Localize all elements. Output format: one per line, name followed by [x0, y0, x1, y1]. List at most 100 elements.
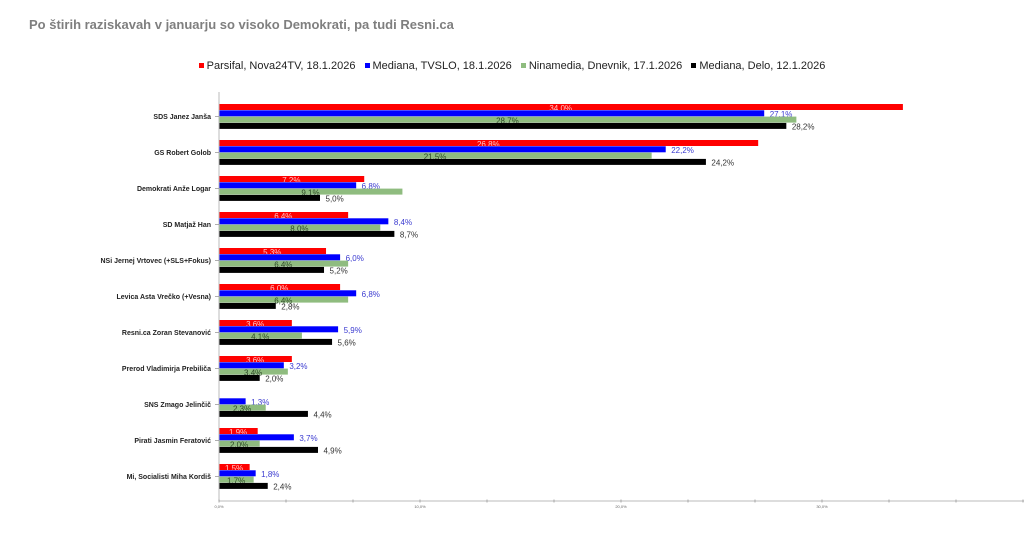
bar [219, 434, 294, 441]
data-label: 8,7% [400, 231, 418, 240]
bar [219, 104, 903, 110]
data-label: 6,0% [270, 284, 288, 293]
x-tick-label: 0,0% [214, 504, 224, 509]
bar [219, 140, 759, 146]
bar [219, 230, 395, 237]
bar [219, 248, 327, 254]
legend-swatch-mediana-delo [691, 63, 697, 68]
bar [219, 374, 260, 381]
x-tick-label: 20,0% [615, 504, 627, 509]
data-label: 27,1% [770, 110, 793, 119]
data-label: 5,0% [326, 195, 344, 204]
data-label: 4,1% [251, 332, 269, 341]
category-label: Mi, Socialisti Miha Kordiš [127, 474, 212, 481]
bar [219, 470, 256, 477]
bar [219, 326, 339, 333]
data-label: 34,0% [549, 104, 572, 113]
data-label: 3,6% [246, 320, 264, 329]
x-tick-label: 10,0% [414, 504, 426, 509]
legend-item-mediana-delo: Mediana, Delo, 12.1.2026 [691, 60, 825, 72]
data-label: 3,6% [246, 356, 264, 365]
category-label: Pirati Jasmin Feratović [134, 438, 211, 445]
data-label: 2,3% [233, 404, 251, 413]
data-label: 1,3% [251, 398, 269, 407]
legend-label-mediana-tvslo: Mediana, TVSLO, 18.1.2026 [372, 60, 512, 72]
data-label: 2,8% [281, 303, 299, 312]
category-label: SDS Janez Janša [153, 114, 211, 121]
bar [219, 146, 666, 153]
category-label: NSi Jernej Vrtovec (+SLS+Fokus) [101, 258, 212, 265]
legend-label-mediana-delo: Mediana, Delo, 12.1.2026 [699, 60, 826, 72]
legend-item-parsifal: Parsifal, Nova24TV, 18.1.2026 [198, 60, 355, 72]
data-label: 5,6% [338, 339, 356, 348]
category-label: Prerod Vladimirja Prebiliča [122, 366, 211, 373]
data-label: 8,4% [394, 218, 412, 227]
data-label: 28,2% [792, 123, 815, 132]
bar [219, 362, 284, 369]
bar [219, 122, 787, 129]
bar [219, 482, 268, 489]
data-label: 5,2% [330, 267, 348, 276]
data-label: 24,2% [711, 159, 734, 168]
category-label: Levica Asta Vrečko (+Vesna) [117, 294, 212, 301]
bar [219, 332, 302, 339]
category-label: Demokrati Anže Logar [137, 186, 211, 193]
bar [219, 404, 266, 411]
bar [219, 440, 260, 447]
bar [219, 224, 381, 231]
x-tick-label: 30,0% [816, 504, 828, 509]
category-label: Resni.ca Zoran Stevanović [122, 330, 211, 337]
bar [219, 296, 349, 303]
data-label: 3,4% [244, 368, 262, 377]
bar [219, 320, 292, 326]
legend-label-ninamedia: Ninamedia, Dnevnik, 17.1.2026 [528, 60, 683, 72]
data-label: 4,4% [313, 411, 331, 420]
category-label: SNS Zmago Jelinčič [144, 402, 211, 409]
data-label: 3,7% [299, 434, 317, 443]
data-label: 6,8% [362, 290, 380, 299]
data-label: 2,4% [273, 483, 291, 492]
bar [219, 410, 308, 417]
chart-title: Po štirih raziskavah v januarju so visok… [29, 17, 454, 32]
bar [219, 188, 403, 195]
data-label: 5,3% [263, 248, 281, 257]
data-label: 21,5% [424, 152, 447, 161]
data-label: 26,8% [477, 140, 500, 149]
legend-swatch-parsifal [198, 63, 204, 68]
bar [219, 260, 349, 267]
bar [219, 428, 258, 434]
bar [219, 302, 276, 309]
legend-swatch-mediana-tvslo [364, 63, 370, 68]
bar [219, 218, 389, 225]
data-label: 5,9% [344, 326, 362, 335]
bar [219, 254, 341, 261]
data-label: 6,8% [362, 182, 380, 191]
data-label: 3,2% [289, 362, 307, 371]
bar [219, 110, 765, 117]
data-label: 6,4% [274, 296, 292, 305]
bar [219, 152, 652, 159]
bar [219, 446, 318, 453]
data-label: 2,0% [230, 440, 248, 449]
bar [219, 176, 365, 182]
data-label: 9,1% [301, 188, 319, 197]
category-label: GS Robert Golob [154, 150, 211, 157]
data-label: 6,4% [274, 212, 292, 221]
legend: Parsifal, Nova24TV, 18.1.2026 Mediana, T… [0, 60, 1024, 72]
data-label: 2,0% [265, 375, 283, 384]
bar [219, 182, 357, 189]
data-label: 1,5% [225, 464, 243, 473]
bar [219, 368, 288, 375]
category-label: SD Matjaž Han [163, 222, 211, 229]
data-label: 1,8% [261, 470, 279, 479]
bar [219, 266, 325, 273]
bar [219, 464, 250, 470]
data-label: 28,7% [496, 116, 519, 125]
bar [219, 290, 357, 297]
data-label: 8,0% [290, 224, 308, 233]
data-label: 1,9% [229, 428, 247, 437]
legend-swatch-ninamedia [520, 63, 526, 68]
data-label: 6,4% [274, 260, 292, 269]
bar [219, 398, 246, 405]
